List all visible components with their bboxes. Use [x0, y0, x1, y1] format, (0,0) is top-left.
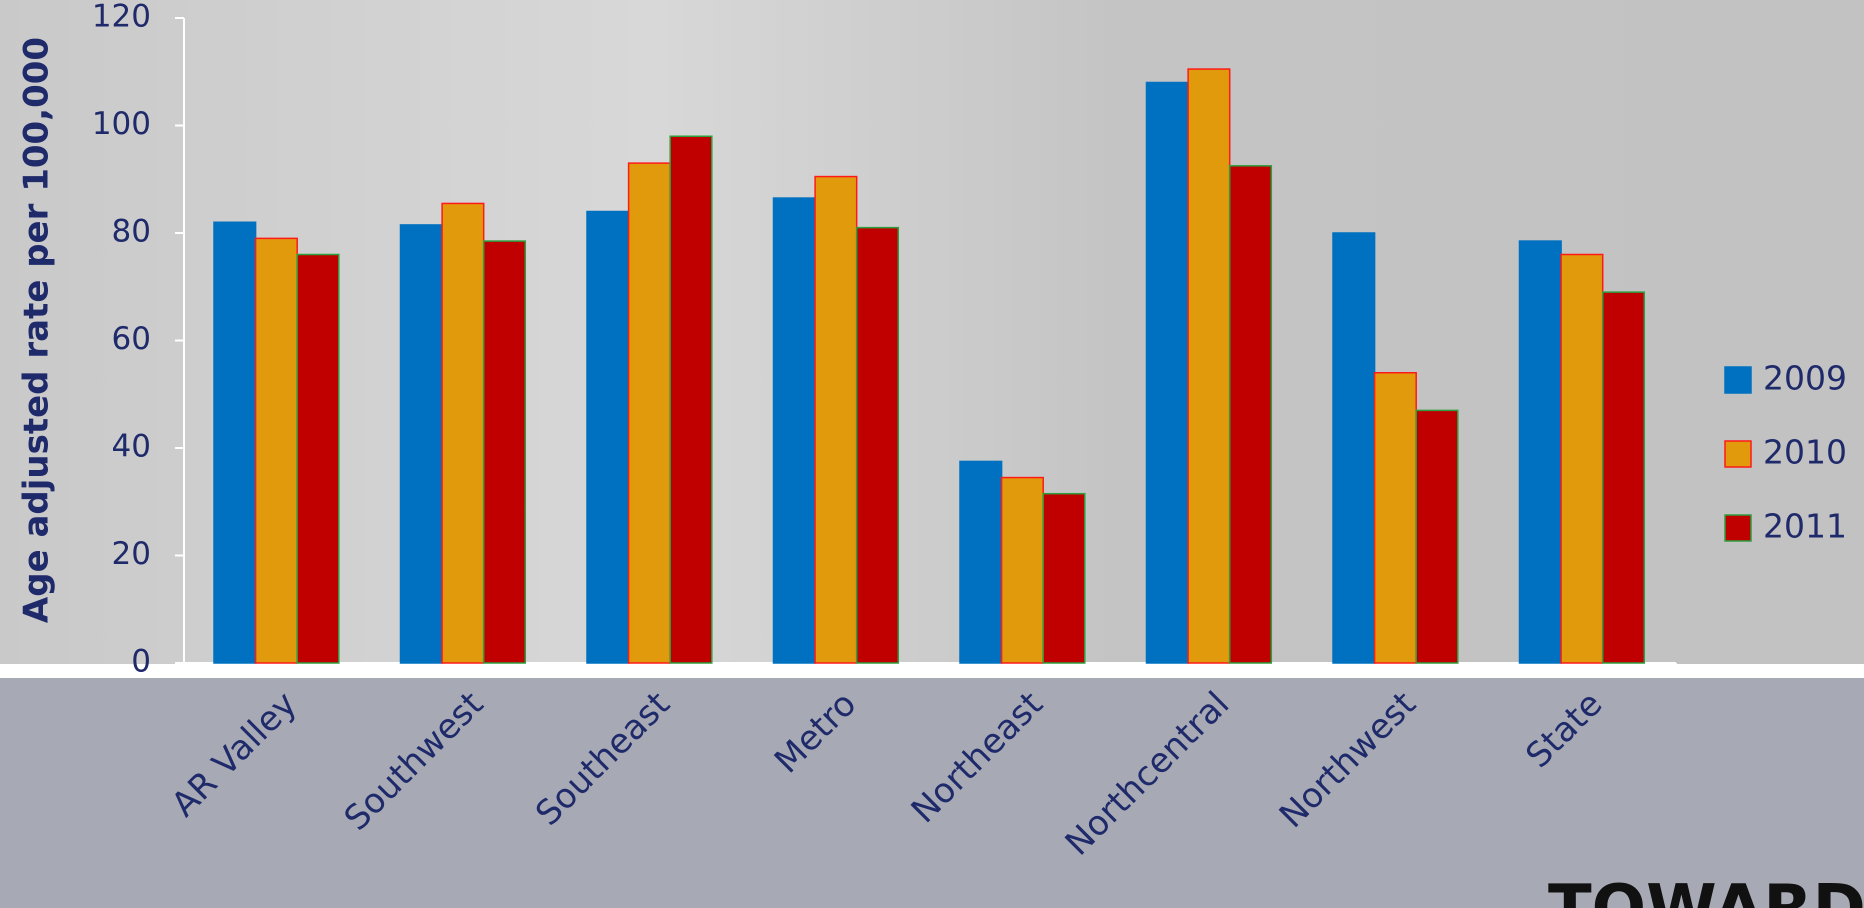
y-tick-label: 0 — [131, 644, 151, 680]
y-tick-label: 40 — [112, 429, 151, 465]
bar — [1518, 240, 1562, 664]
legend-label: 2011 — [1763, 507, 1847, 546]
bar — [814, 175, 858, 664]
bar — [855, 226, 900, 664]
legend-swatch — [1724, 366, 1752, 394]
white-band — [0, 664, 1864, 678]
y-tick-label: 100 — [92, 106, 151, 142]
bar — [1042, 492, 1086, 664]
y-tick-label: 80 — [112, 214, 151, 250]
bar — [296, 253, 340, 664]
bar — [959, 460, 1003, 664]
bar — [1373, 372, 1417, 664]
bar — [772, 197, 816, 664]
bar — [1000, 476, 1044, 664]
bar — [1332, 232, 1376, 664]
bar — [399, 224, 443, 664]
y-axis-label: Age adjusted rate per 100,000 — [17, 37, 57, 623]
bar — [254, 237, 298, 664]
background-bottom — [0, 678, 1864, 908]
bar — [482, 240, 527, 664]
legend-label: 2009 — [1763, 359, 1847, 398]
bar — [627, 162, 671, 664]
bar — [213, 221, 257, 664]
y-tick-label: 60 — [112, 321, 151, 357]
bar — [1187, 68, 1231, 664]
legend-swatch — [1724, 514, 1752, 542]
bar — [1560, 253, 1604, 664]
legend-swatch — [1724, 440, 1752, 468]
y-tick-label: 120 — [92, 0, 151, 35]
bar — [1601, 291, 1646, 664]
bar — [669, 135, 713, 664]
legend-label: 2010 — [1763, 433, 1847, 472]
bar — [1415, 409, 1459, 664]
y-tick-label: 20 — [112, 536, 151, 572]
logo: TOWARD — [1548, 872, 1864, 908]
bar — [586, 210, 630, 664]
bar — [1228, 165, 1273, 664]
bar — [441, 202, 485, 664]
bar — [1145, 81, 1189, 664]
